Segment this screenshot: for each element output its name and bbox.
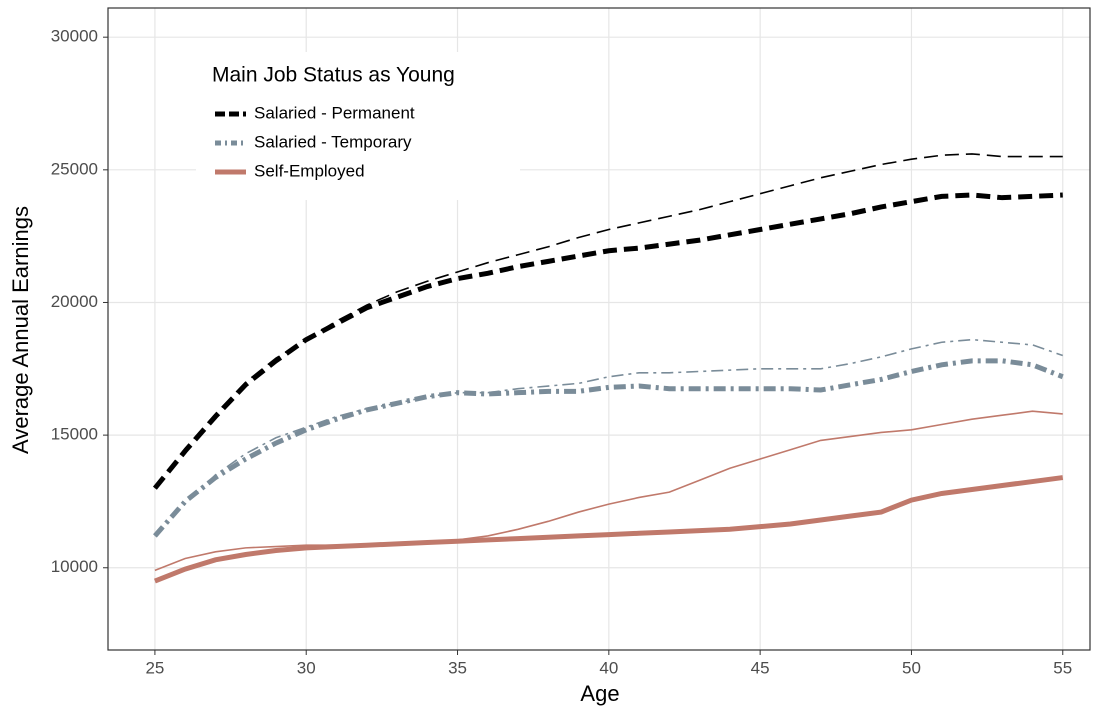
x-tick-label: 55 [1053,658,1072,677]
legend-label: Salaried - Temporary [254,132,412,151]
legend-label: Salaried - Permanent [254,103,415,122]
y-tick-label: 20000 [51,292,98,311]
thick-line [152,192,1063,490]
x-axis-label: Age [580,681,619,706]
y-tick-label: 30000 [51,27,98,46]
legend-box [196,52,520,200]
x-tick-label: 35 [448,658,467,677]
thin-line [154,338,1064,537]
plot-border [107,7,1091,651]
x-tick-label: 30 [297,658,316,677]
x-tick-label: 25 [145,658,164,677]
y-tick-label: 10000 [51,557,98,576]
x-tick-label: 45 [751,658,770,677]
y-tick-label: 25000 [51,159,98,178]
thin-line [154,410,1063,572]
y-axis-label: Average Annual Earnings [8,206,33,454]
y-tick-label: 15000 [51,425,98,444]
lines [152,153,1064,584]
legend-title: Main Job Status as Young [212,64,455,87]
legend-label: Self-Employed [254,161,365,180]
legend: Salaried - Permanent Salaried - Temporary… [215,103,415,180]
x-tick-label: 50 [902,658,921,677]
x-tick-label: 40 [599,658,618,677]
thick-line [153,475,1064,584]
